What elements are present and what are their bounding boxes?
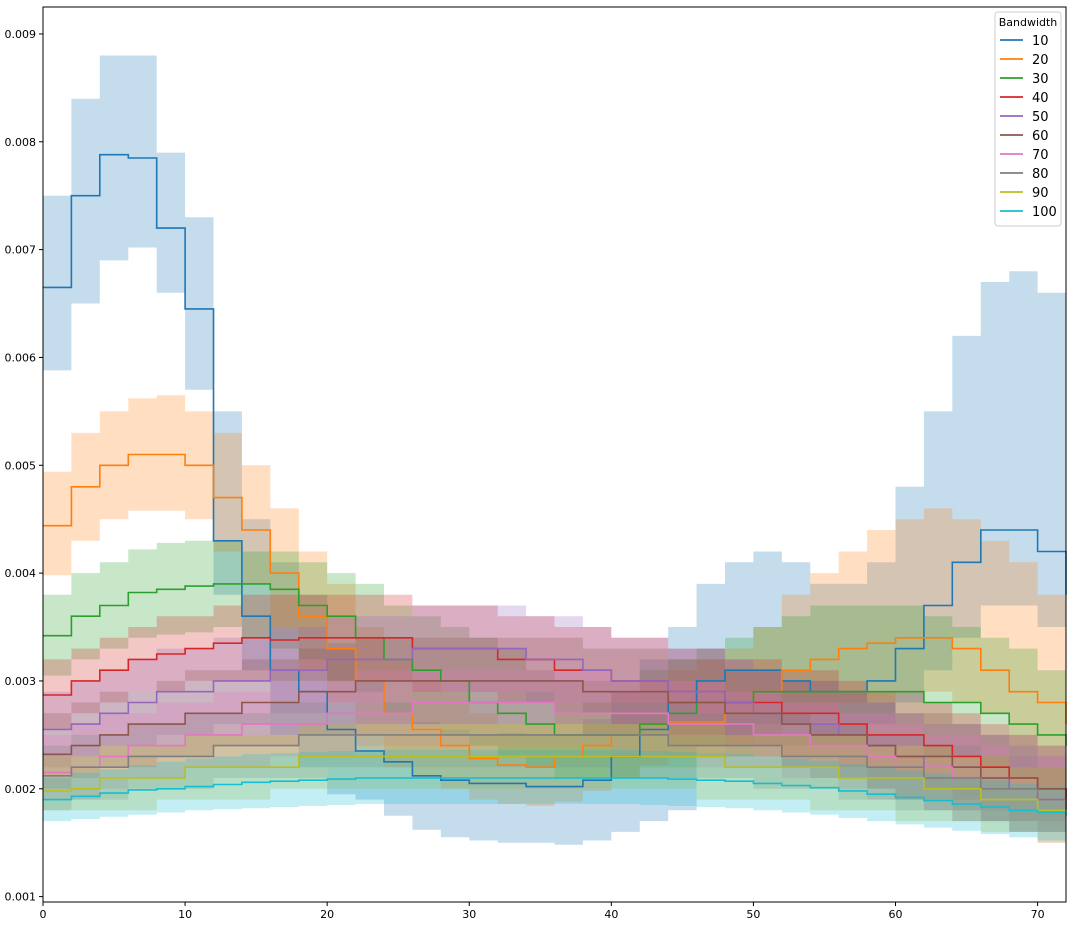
legend-label: 10: [1032, 34, 1049, 49]
y-axis: 0.001 0.002 0.003 0.004 0.005 0.006 0.007 0.008…: [5, 28, 43, 904]
x-tick-label: 10: [178, 908, 192, 921]
legend-label: 80: [1032, 167, 1049, 182]
band-bandwidth-40: [43, 594, 1066, 832]
line-bandwidth-10: [43, 153, 1067, 788]
y-tick-label: 0.001: [5, 891, 37, 904]
legend-item-100: 100: [1000, 205, 1057, 220]
y-tick-label: 0.009: [5, 28, 37, 41]
legend-label: 100: [1032, 205, 1057, 220]
legend-item-70: 70: [1000, 148, 1049, 163]
legend-label: 30: [1032, 72, 1049, 87]
legend-label: 60: [1032, 129, 1049, 144]
band-bandwidth-100: [43, 750, 1066, 843]
legend-title: Bandwidth: [999, 16, 1058, 29]
line-bandwidth-50: [43, 647, 1067, 811]
line-bandwidth-60: [43, 680, 1067, 800]
y-tick-label: 0.005: [5, 459, 37, 472]
band-bandwidth-10: [43, 55, 1066, 845]
legend: Bandwidth 10 20 30 40 50 60 70 80 90 100: [994, 11, 1062, 227]
legend-item-30: 30: [1000, 72, 1049, 87]
band-bandwidth-50: [43, 605, 1066, 843]
line-bandwidth-80: [43, 734, 1067, 811]
legend-label: 20: [1032, 53, 1049, 68]
y-tick-label: 0.004: [5, 567, 37, 580]
y-tick-label: 0.008: [5, 136, 37, 149]
legend-item-60: 60: [1000, 129, 1049, 144]
y-tick-label: 0.002: [5, 783, 37, 796]
legend-box: [994, 11, 1062, 227]
line-bandwidth-30: [43, 583, 1067, 746]
y-tick-label: 0.007: [5, 244, 37, 257]
legend-items: 10 20 30 40 50 60 70 80 90 100: [1000, 34, 1057, 220]
y-tick-label: 0.003: [5, 675, 37, 688]
legend-item-20: 20: [1000, 53, 1049, 68]
line-bandwidth-40: [43, 637, 1067, 800]
x-tick-label: 40: [604, 908, 618, 921]
band-bandwidth-90: [43, 724, 1066, 843]
legend-label: 90: [1032, 186, 1049, 201]
legend-item-10: 10: [1000, 34, 1049, 49]
line-bandwidth-100: [43, 777, 1067, 816]
series-lines: [43, 153, 1067, 816]
x-tick-label: 20: [320, 908, 334, 921]
legend-item-50: 50: [1000, 110, 1049, 125]
y-tick-label: 0.006: [5, 351, 37, 364]
line-bandwidth-70: [43, 701, 1067, 811]
legend-item-80: 80: [1000, 167, 1049, 182]
band-bandwidth-70: [43, 670, 1066, 854]
x-tick-label: 70: [1031, 908, 1045, 921]
x-tick-label: 0: [40, 908, 47, 921]
plot-frame: [42, 6, 1067, 903]
x-axis: 0 10 20 30 40 50 60 70: [40, 902, 1045, 921]
band-bandwidth-20: [43, 395, 1066, 806]
legend-item-40: 40: [1000, 91, 1049, 106]
legend-label: 50: [1032, 110, 1049, 125]
legend-label: 40: [1032, 91, 1049, 106]
x-tick-label: 50: [746, 908, 760, 921]
line-bandwidth-90: [43, 755, 1066, 812]
line-bandwidth-20: [43, 453, 1067, 768]
legend-item-90: 90: [1000, 186, 1049, 201]
legend-label: 70: [1032, 148, 1049, 163]
x-tick-label: 30: [462, 908, 476, 921]
x-tick-label: 60: [889, 908, 903, 921]
